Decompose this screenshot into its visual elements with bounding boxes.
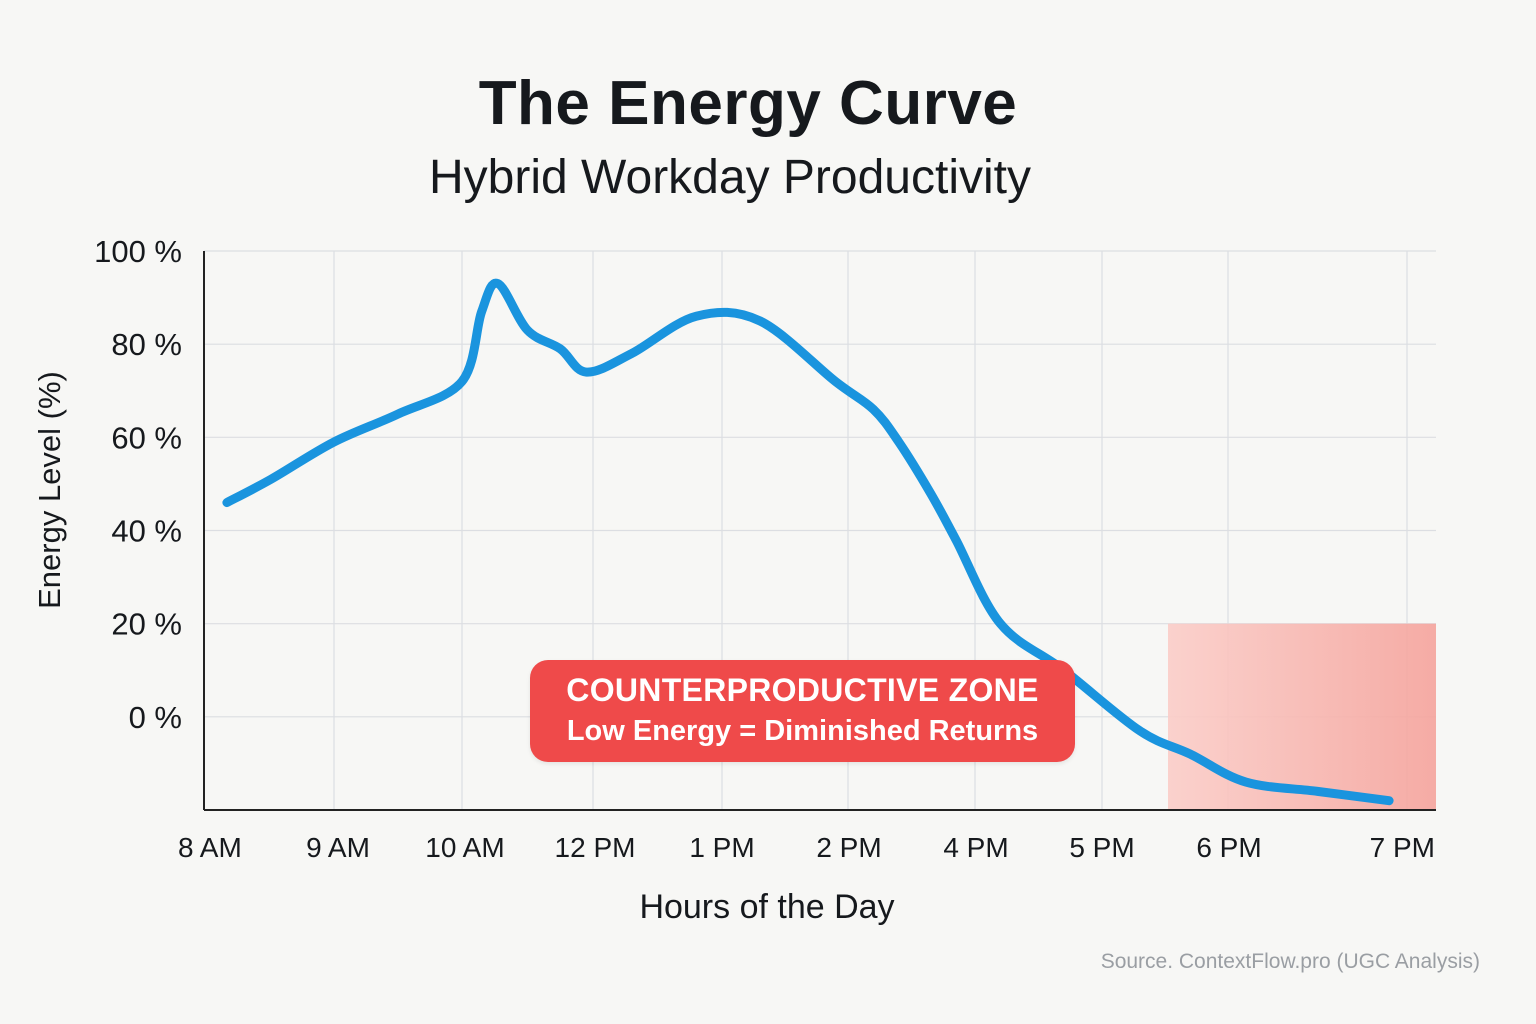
y-tick-label: 20 %: [111, 607, 182, 642]
x-tick-label: 1 PM: [689, 832, 754, 863]
energy-series-line: [222, 278, 1394, 806]
counterproductive-zone-shading: [1168, 623, 1436, 810]
x-axis-label: Hours of the Day: [639, 888, 895, 926]
x-tick-label: 7 PM: [1370, 832, 1435, 863]
x-tick-label: 12 PM: [555, 832, 636, 863]
chart-subtitle: Hybrid Workday Productivity: [429, 151, 1031, 204]
axes: [203, 251, 1436, 811]
x-tick-label: 2 PM: [816, 832, 881, 863]
y-tick-labels: 100 % 80 % 60 % 40 % 20 % 0 %: [94, 234, 182, 735]
x-tick-labels: 8 AM 9 AM 10 AM 12 PM 1 PM 2 PM 4 PM 5 PM 6 PM 7 …: [178, 832, 1435, 863]
y-tick-label: 100 %: [94, 234, 182, 269]
y-tick-label: 80 %: [111, 327, 182, 362]
energy-line: [222, 278, 1394, 806]
x-tick-label: 8 AM: [178, 832, 242, 863]
zone-rect: [1168, 623, 1436, 810]
x-tick-label: 10 AM: [425, 832, 504, 863]
zone-badge-subtitle: Low Energy = Diminished Returns: [566, 715, 1039, 747]
y-tick-label: 40 %: [111, 514, 182, 549]
grid-lines: [204, 250, 1436, 810]
x-tick-label: 9 AM: [306, 832, 370, 863]
x-tick-label: 4 PM: [943, 832, 1008, 863]
chart-title: The Energy Curve: [478, 69, 1018, 138]
x-tick-label: 6 PM: [1196, 832, 1261, 863]
counterproductive-zone-badge: COUNTERPRODUCTIVE ZONE Low Energy = Dimi…: [530, 660, 1075, 762]
y-tick-label: 60 %: [111, 420, 182, 455]
x-tick-label: 5 PM: [1069, 832, 1134, 863]
zone-badge-title: COUNTERPRODUCTIVE ZONE: [566, 672, 1039, 708]
y-tick-label: 0 %: [129, 700, 182, 735]
source-note: Source. ContextFlow.pro (UGC Analysis): [1100, 950, 1480, 973]
